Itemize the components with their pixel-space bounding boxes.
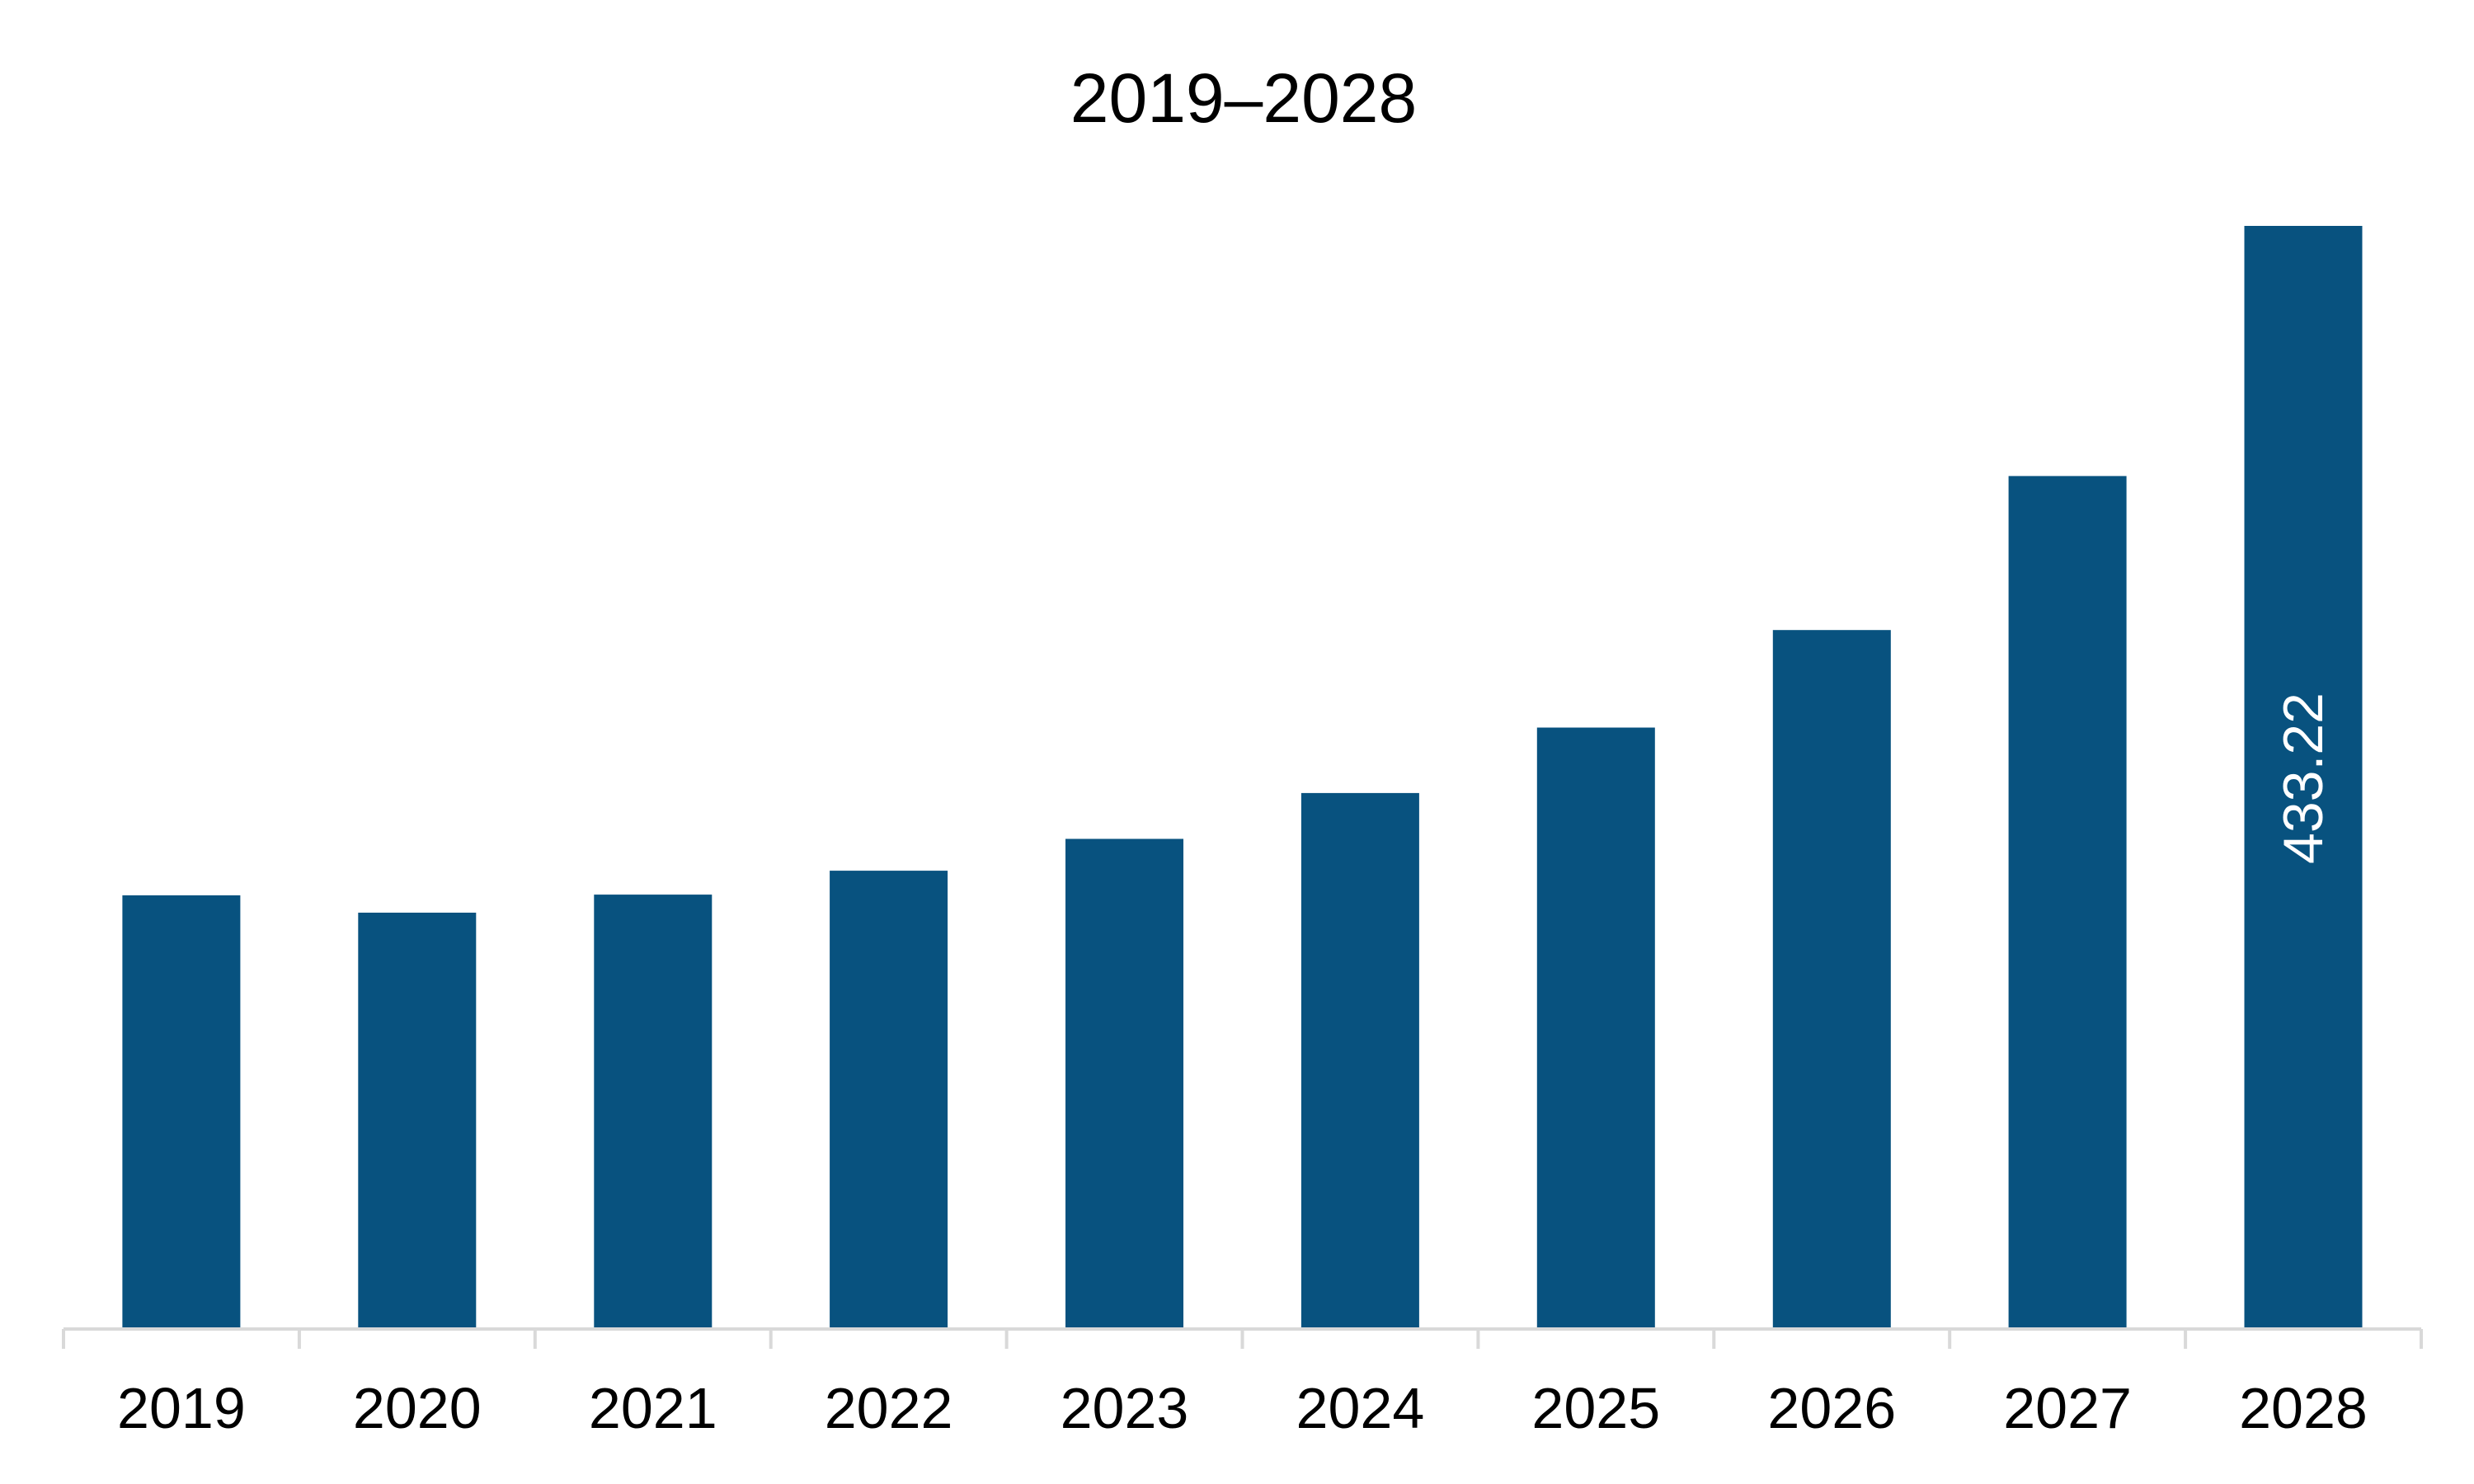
- bar-2026: [1772, 630, 1891, 1329]
- x-tick-label-2022: 2022: [825, 1376, 953, 1440]
- x-tick-label-2025: 2025: [1531, 1376, 1660, 1440]
- x-tick-label-2024: 2024: [1296, 1376, 1425, 1440]
- bar-2021: [594, 895, 713, 1329]
- bar-2024: [1300, 792, 1419, 1329]
- x-tick-label-2023: 2023: [1061, 1376, 1189, 1440]
- bar-2028: [2244, 226, 2363, 1329]
- bars-group: [122, 226, 2363, 1329]
- bar-2027: [2008, 476, 2127, 1329]
- x-tick-label-2027: 2027: [2003, 1376, 2132, 1440]
- x-tick-label-2021: 2021: [589, 1376, 717, 1440]
- data-label-2028: 433.22: [2272, 693, 2335, 864]
- bar-2025: [1536, 727, 1655, 1329]
- x-tick-label-2028: 2028: [2239, 1376, 2368, 1440]
- x-tick-labels: 2019 2020 2021 2022 2023 2024 2025 2026 2027 2028: [117, 1376, 2368, 1440]
- x-tick-label-2020: 2020: [353, 1376, 482, 1440]
- data-labels: 433.22: [2272, 693, 2335, 864]
- x-tick-label-2026: 2026: [1767, 1376, 1896, 1440]
- bar-2019: [122, 895, 241, 1329]
- x-tick-label-2019: 2019: [117, 1376, 246, 1440]
- bar-2023: [1065, 838, 1183, 1329]
- bar-2020: [358, 913, 477, 1329]
- bar-2022: [830, 871, 948, 1329]
- chart-title: 2019–2028: [1070, 59, 1417, 137]
- x-axis: [62, 1327, 2423, 1349]
